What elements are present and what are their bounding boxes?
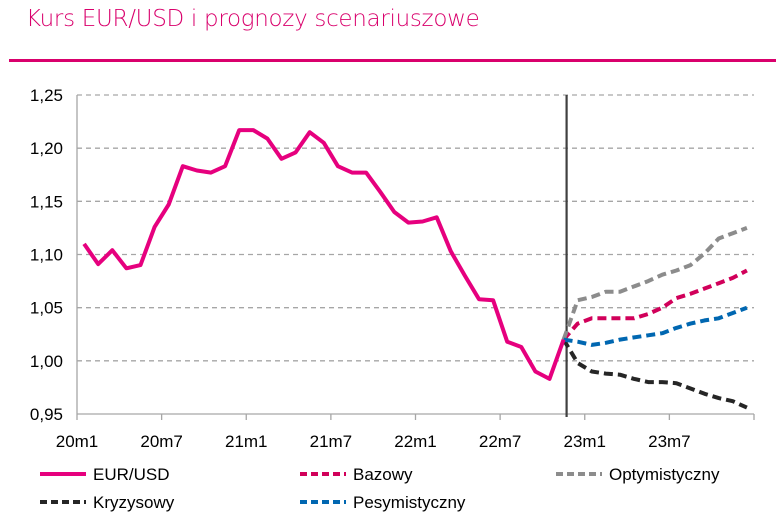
title-divider <box>9 59 776 62</box>
legend-label: Kryzysowy <box>93 493 175 512</box>
y-tick-label: 1,25 <box>30 86 63 105</box>
y-tick-label: 1,20 <box>30 139 63 158</box>
x-tick-label: 23m7 <box>648 432 691 451</box>
series-line-bazowy <box>562 268 748 341</box>
legend: EUR/USD Bazowy Optymistyczny Kryzysowy Pesym… <box>40 465 720 512</box>
y-tick-label: 1,05 <box>30 299 63 318</box>
legend-label: Bazowy <box>353 465 413 484</box>
y-tick-label: 0,95 <box>30 405 63 424</box>
x-tick-label: 21m1 <box>225 432 268 451</box>
y-tick-label: 1,10 <box>30 246 63 265</box>
series-line-kryzysowy <box>561 338 748 410</box>
axes: 1,25 1,20 1,15 1,10 1,05 1,00 0,95 20m1 20m7 21m1… <box>30 86 755 451</box>
series-line-eurusd <box>82 128 566 381</box>
x-tick-label: 20m1 <box>56 432 99 451</box>
y-tick-label: 1,15 <box>30 192 63 211</box>
chart-title: Kurs EUR/USD i prognozy scenariuszowe <box>26 6 480 32</box>
series-line-optymistyczny <box>561 226 748 341</box>
x-tick-label: 22m7 <box>479 432 522 451</box>
series-line-pesymistyczny <box>563 305 748 347</box>
x-tick-label: 23m1 <box>563 432 606 451</box>
series-lines <box>82 128 748 410</box>
x-tick-label: 21m7 <box>310 432 353 451</box>
gridlines <box>77 94 754 362</box>
y-tick-label: 1,00 <box>30 352 63 371</box>
legend-label: Optymistyczny <box>609 465 720 484</box>
x-tick-label: 20m7 <box>140 432 183 451</box>
legend-label: Pesymistyczny <box>353 493 466 512</box>
legend-label: EUR/USD <box>93 465 170 484</box>
x-tick-label: 22m1 <box>394 432 437 451</box>
